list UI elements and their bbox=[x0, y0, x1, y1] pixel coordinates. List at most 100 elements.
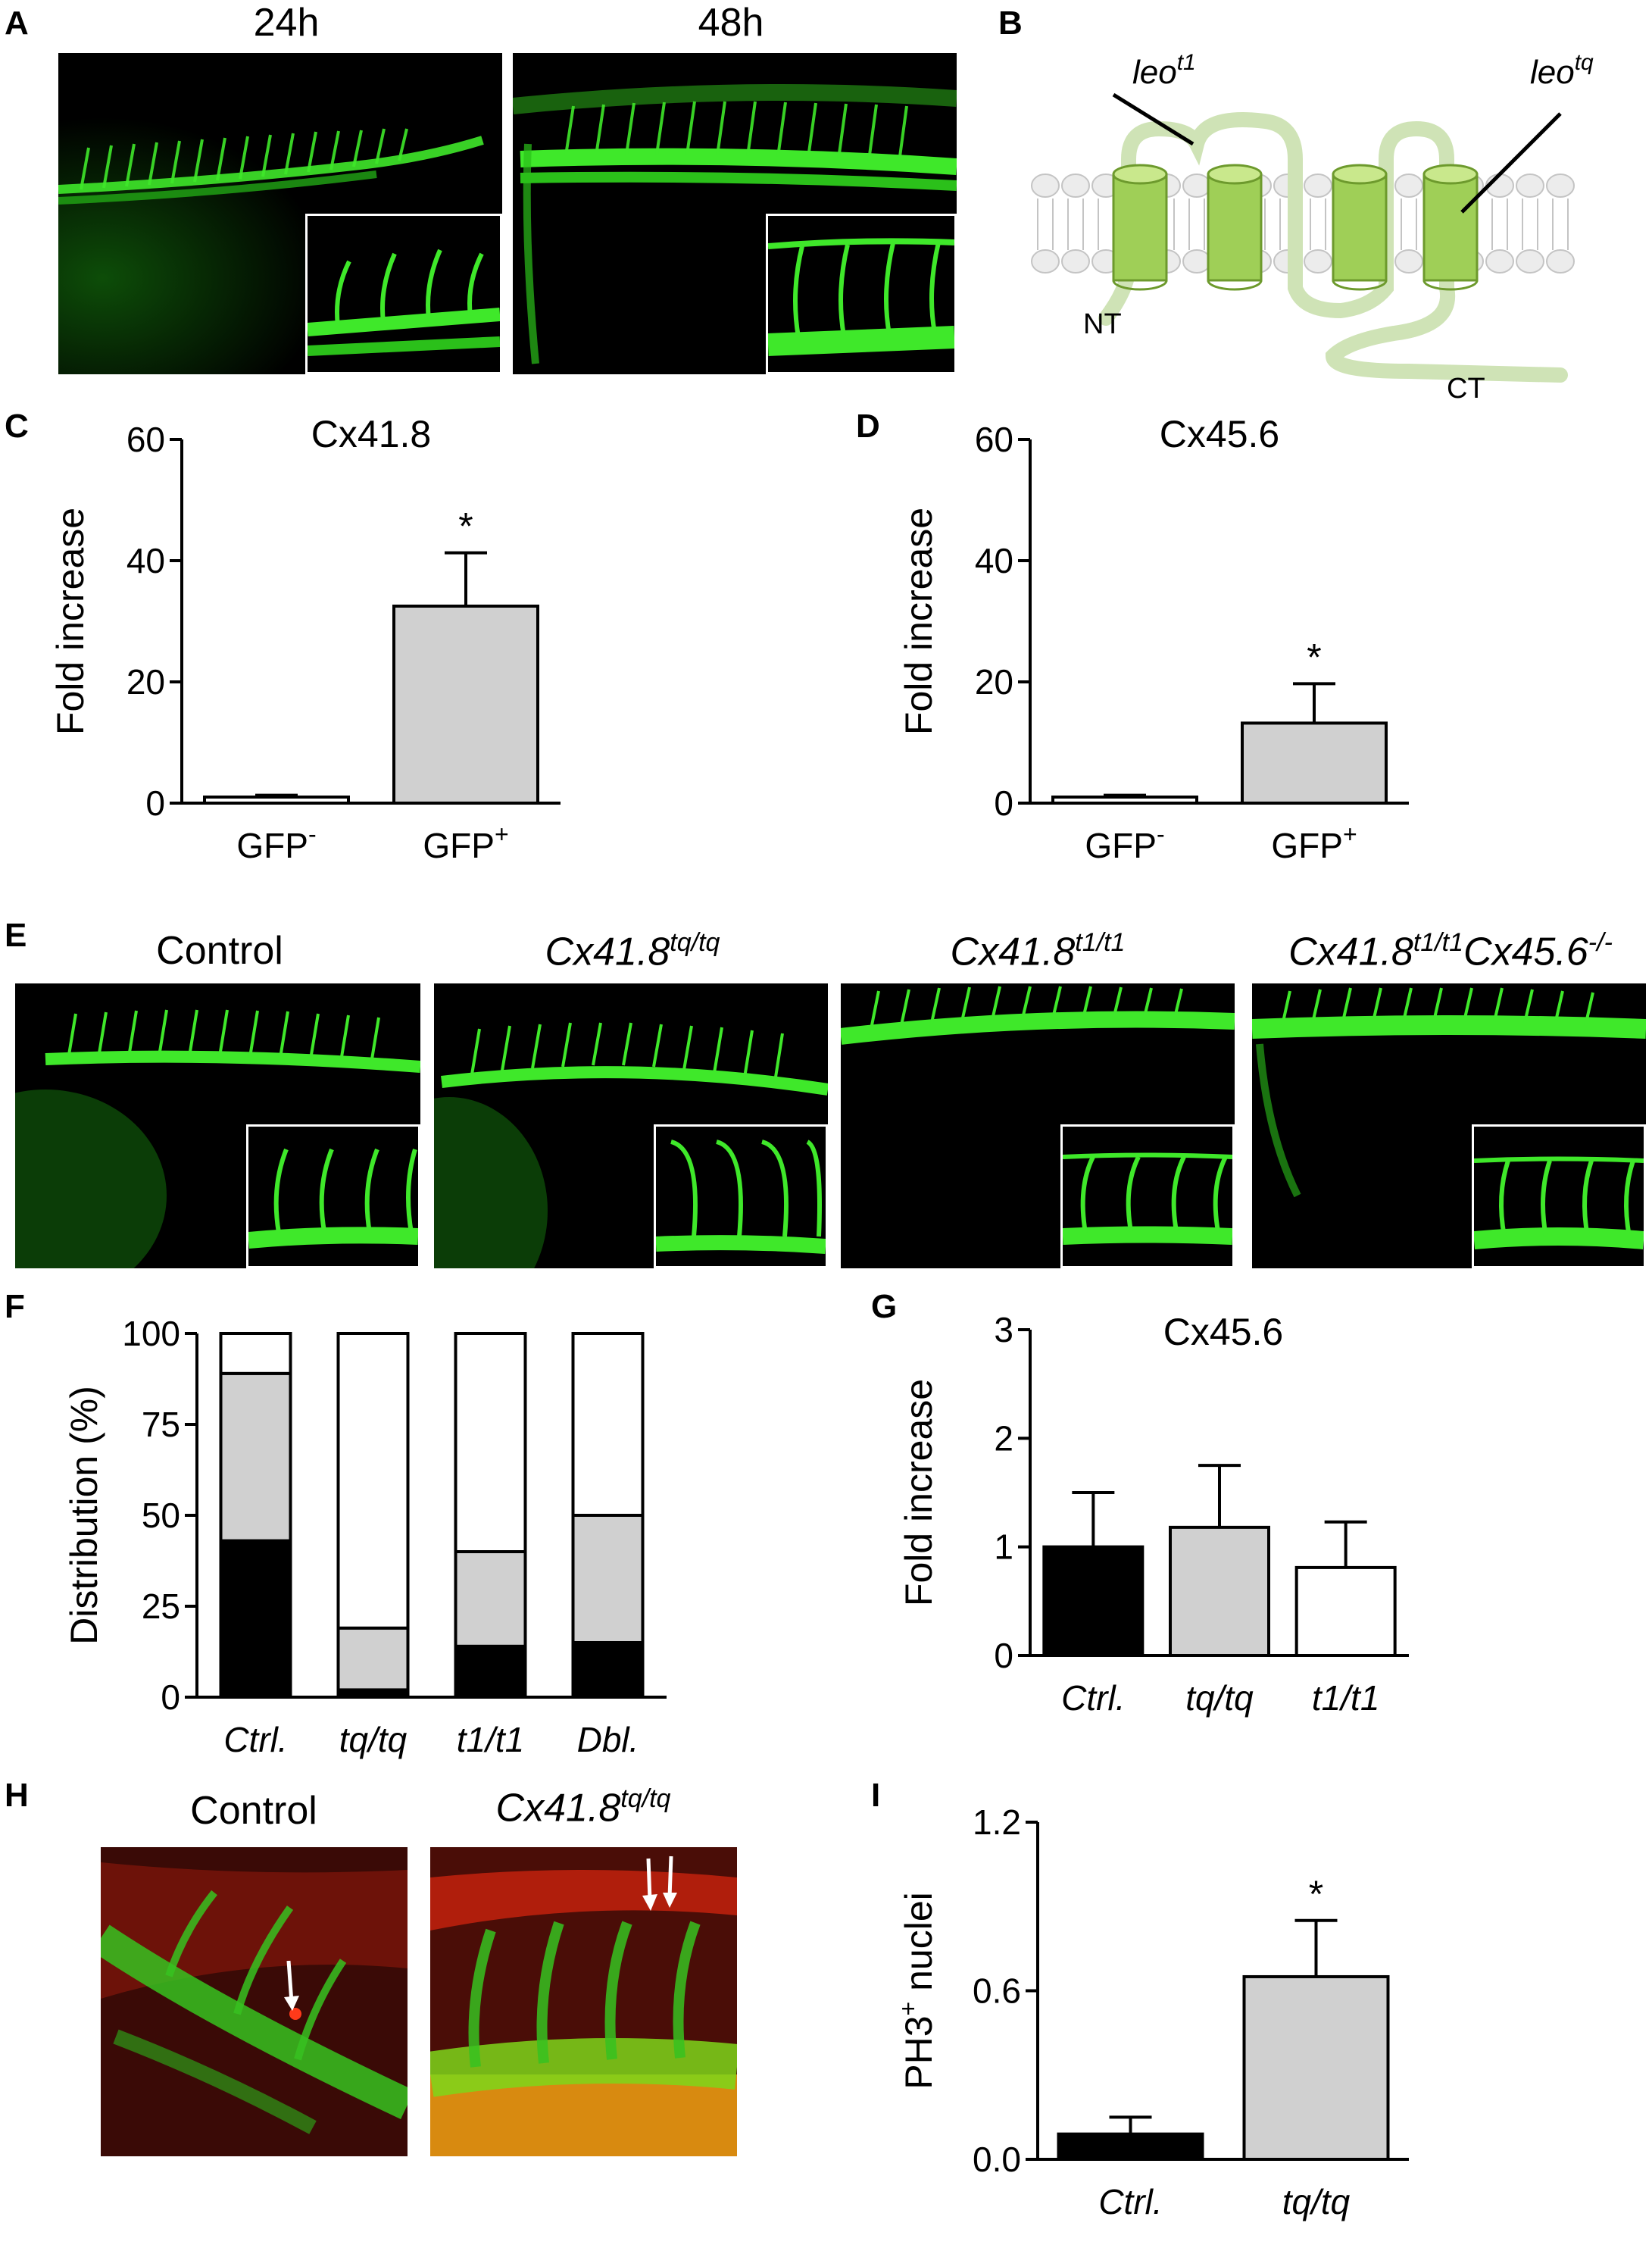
y-tick-label: 20 bbox=[126, 662, 165, 702]
panel-letter-e: E bbox=[5, 917, 27, 954]
chart-f: 0 25 50 75 100 Ctrl. tq/tq t1/t1 Dbl. Distributio… bbox=[63, 1314, 667, 1759]
x-tick-label: GFP+ bbox=[423, 821, 508, 865]
bar bbox=[1242, 1974, 1390, 2162]
y-tick-label: 20 bbox=[975, 662, 1013, 702]
bar-segment bbox=[454, 1550, 527, 1648]
label-e-control: Control bbox=[156, 929, 283, 973]
micrograph-24h bbox=[58, 53, 502, 374]
panel-letter-h: H bbox=[5, 1777, 29, 1814]
y-tick-label: 0 bbox=[994, 1636, 1013, 1675]
bar-segment bbox=[336, 1626, 410, 1692]
inset-24h bbox=[305, 214, 502, 374]
x-tick-label: Dbl. bbox=[577, 1720, 639, 1759]
label-e-tq: Cx41.8tq/tq bbox=[545, 928, 720, 974]
pointer-leo-tq bbox=[1460, 112, 1562, 214]
chart-d: 0 20 40 60 GFP- * GFP+ Cx45.6 Fold increase bbox=[898, 413, 1409, 865]
y-axis-label: Fold increase bbox=[898, 1379, 940, 1606]
x-tick-label: GFP- bbox=[236, 821, 316, 865]
label-ct: CT bbox=[1447, 373, 1485, 405]
x-tick-label: tq/tq bbox=[339, 1720, 408, 1759]
y-tick-label: 75 bbox=[142, 1405, 180, 1444]
inset-vessel-24h bbox=[308, 216, 500, 372]
bar-segment bbox=[219, 1539, 292, 1699]
bar bbox=[1169, 1525, 1270, 1657]
significance-star: * bbox=[1307, 636, 1321, 678]
chart-title: Cx41.8 bbox=[311, 413, 431, 455]
transmembrane-helices bbox=[1112, 164, 1479, 291]
panel-letter-c: C bbox=[5, 408, 29, 445]
bar-segment bbox=[336, 1332, 410, 1630]
panel-letter-a: A bbox=[5, 5, 29, 42]
bar-segment bbox=[454, 1644, 527, 1699]
chart-g: 0 1 2 3 Ctrl. tq/tq t1/t1 Cx45.6 Fold increase bbox=[898, 1310, 1409, 1718]
bar-segment bbox=[219, 1371, 292, 1543]
chart-title: Cx45.6 bbox=[1163, 1311, 1283, 1353]
y-axis-label: Fold increase bbox=[49, 508, 92, 735]
inset-vessel-48h bbox=[768, 216, 954, 372]
connexin-topology-diagram: leot1 leotq NT CT bbox=[1031, 50, 1594, 405]
bar-segment bbox=[571, 1641, 645, 1699]
bar-segment bbox=[219, 1332, 292, 1375]
label-h-control: Control bbox=[190, 1789, 317, 1833]
micrograph-e-control bbox=[15, 983, 420, 1268]
label-leo-tq: leotq bbox=[1530, 50, 1594, 91]
y-tick-label: 1 bbox=[994, 1527, 1013, 1567]
y-tick-label: 0 bbox=[994, 783, 1013, 823]
label-nt: NT bbox=[1083, 308, 1122, 340]
chart-c: 0 20 40 60 GFP- * GFP+ Cx41.8 Fold increase bbox=[49, 413, 561, 865]
label-h-tq: Cx41.8tq/tq bbox=[495, 1784, 671, 1831]
bar-segment bbox=[571, 1514, 645, 1644]
bar-segment bbox=[571, 1332, 645, 1517]
bar bbox=[1042, 1545, 1145, 1657]
bar-segment bbox=[454, 1332, 527, 1553]
micrograph-e-double bbox=[1252, 983, 1646, 1268]
label-24h: 24h bbox=[253, 1, 320, 45]
label-48h: 48h bbox=[698, 1, 764, 45]
significance-star: * bbox=[458, 505, 473, 548]
y-tick-label: 60 bbox=[126, 420, 165, 459]
y-axis-label: PH3+ nuclei bbox=[895, 1892, 940, 2089]
x-tick-label: t1/t1 bbox=[457, 1720, 525, 1759]
panel-letter-i: I bbox=[871, 1777, 881, 1814]
panel-letter-d: D bbox=[856, 408, 880, 445]
panel-letter-g: G bbox=[871, 1288, 898, 1325]
micrograph-e-t1 bbox=[841, 983, 1235, 1268]
bar bbox=[203, 796, 350, 805]
label-leo-t1: leot1 bbox=[1132, 50, 1196, 91]
label-e-double: Cx41.8t1/t1Cx45.6-/- bbox=[1288, 928, 1613, 974]
panel-letter-b: B bbox=[998, 5, 1023, 42]
x-tick-label: Ctrl. bbox=[1098, 2182, 1162, 2221]
x-tick-label: GFP- bbox=[1085, 821, 1164, 865]
y-tick-label: 0.0 bbox=[973, 2140, 1021, 2179]
y-tick-label: 0.6 bbox=[973, 1971, 1021, 2011]
y-tick-label: 2 bbox=[994, 1418, 1013, 1458]
label-e-t1: Cx41.8t1/t1 bbox=[950, 928, 1126, 974]
significance-star: * bbox=[1309, 1873, 1323, 1915]
pointer-leo-t1 bbox=[1112, 92, 1194, 146]
y-tick-label: 3 bbox=[994, 1310, 1013, 1349]
chart-i: 0.0 0.6 1.2 Ctrl. * tq/tq PH3+ nuclei bbox=[895, 1802, 1409, 2221]
inset-48h bbox=[766, 214, 957, 374]
y-tick-label: 1.2 bbox=[973, 1802, 1021, 1842]
x-tick-label: t1/t1 bbox=[1312, 1678, 1380, 1718]
y-tick-label: 0 bbox=[161, 1677, 180, 1717]
x-tick-label: tq/tq bbox=[1282, 2182, 1351, 2221]
panel-letter-f: F bbox=[5, 1288, 25, 1325]
y-axis-label: Fold increase bbox=[898, 508, 940, 735]
y-tick-label: 25 bbox=[142, 1587, 180, 1626]
y-tick-label: 40 bbox=[975, 541, 1013, 580]
y-tick-label: 50 bbox=[142, 1496, 180, 1535]
bar bbox=[1294, 1565, 1397, 1657]
bar bbox=[1241, 721, 1388, 805]
bar bbox=[1051, 796, 1198, 805]
micrograph-h-control bbox=[101, 1847, 408, 2156]
y-tick-label: 60 bbox=[975, 420, 1013, 459]
micrograph-e-tq bbox=[434, 983, 828, 1268]
x-tick-label: GFP+ bbox=[1271, 821, 1357, 865]
chart-title: Cx45.6 bbox=[1160, 413, 1279, 455]
micrograph-48h bbox=[513, 53, 957, 374]
micrograph-h-tq bbox=[430, 1847, 737, 2156]
bar bbox=[1057, 2132, 1204, 2161]
y-tick-label: 100 bbox=[122, 1314, 180, 1353]
y-axis-label: Distribution (%) bbox=[63, 1386, 105, 1645]
